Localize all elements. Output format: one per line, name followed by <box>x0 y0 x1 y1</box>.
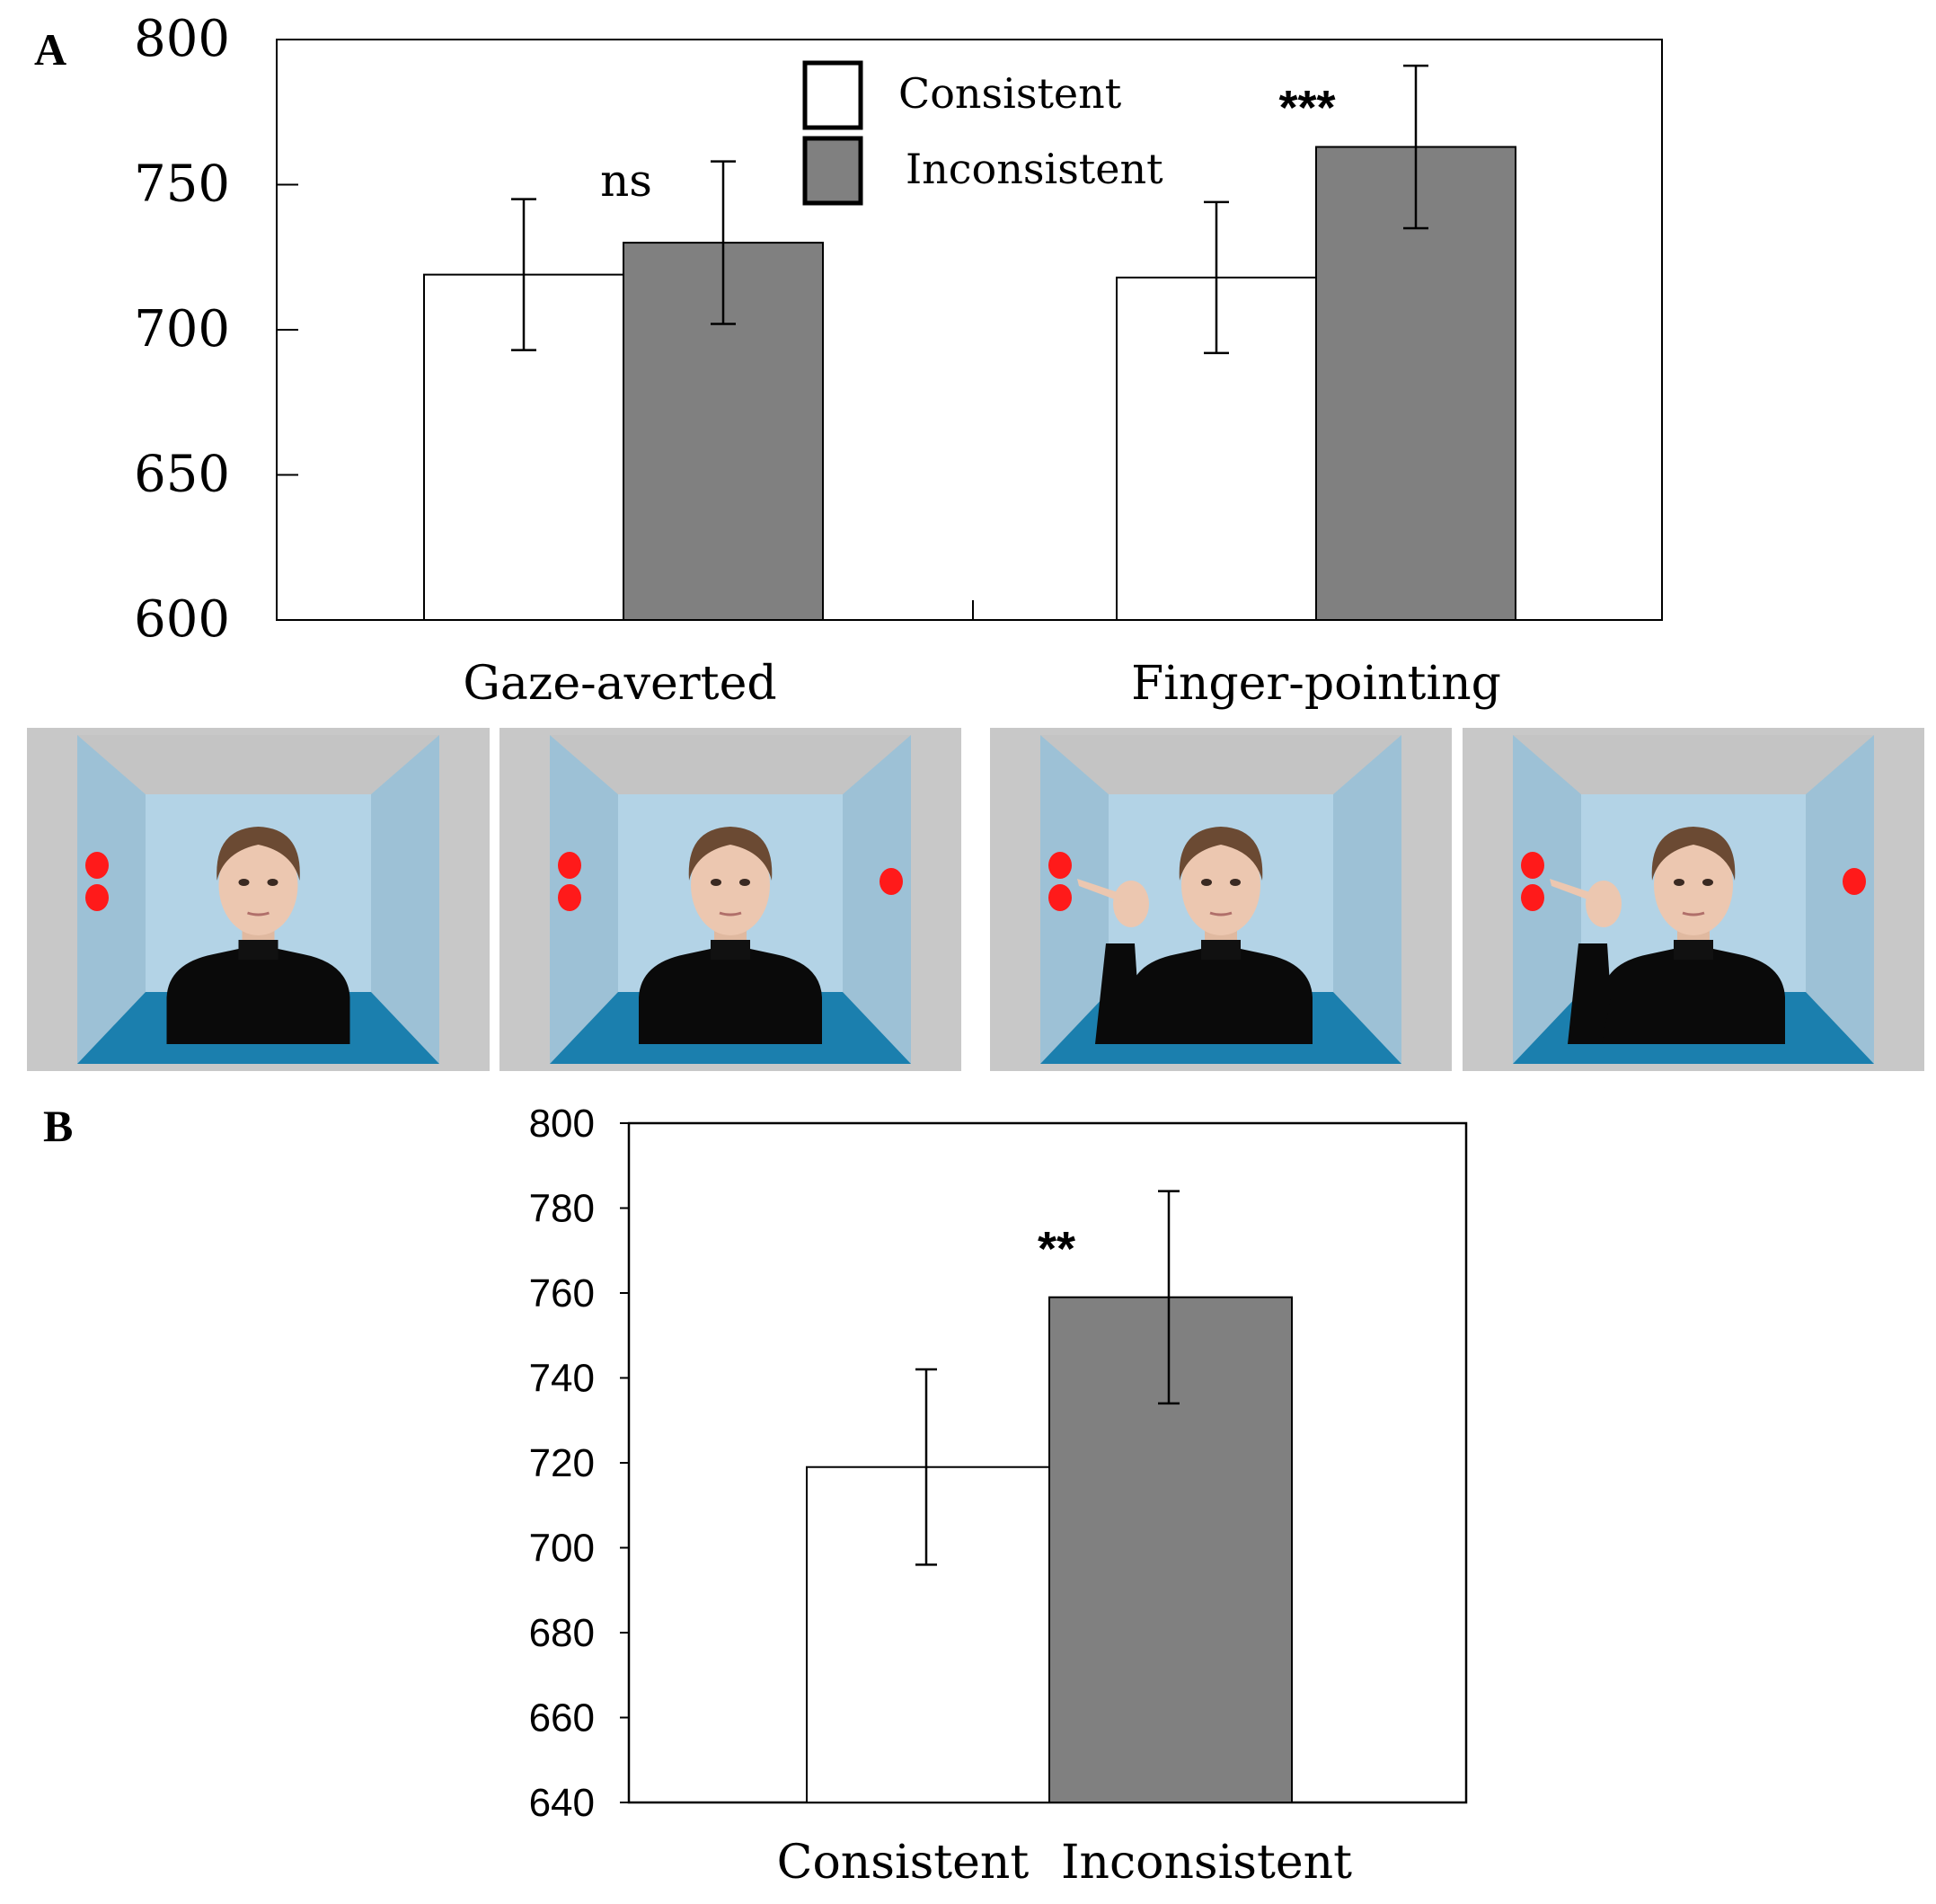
panel-label-a: A <box>34 24 66 75</box>
room-ceiling <box>77 735 439 794</box>
y-tick-label-b: 680 <box>529 1611 595 1655</box>
stimulus-images <box>27 728 1924 1071</box>
person-hair <box>217 827 300 881</box>
legend-swatch-inconsistent <box>802 136 863 206</box>
room-right-wall <box>1333 735 1401 1064</box>
annotation-stars-a: *** <box>1278 81 1335 135</box>
x-category-label-b-consistent: Consistent <box>777 1836 1030 1890</box>
target-dot-right <box>1843 868 1866 895</box>
person-eye-left <box>238 879 250 886</box>
room-ceiling <box>1513 735 1874 794</box>
person-eye-left <box>1674 879 1684 886</box>
target-dot <box>1048 884 1072 911</box>
y-tick-label-b: 800 <box>529 1102 595 1146</box>
person-face <box>1654 835 1733 935</box>
person-eye-left <box>1201 879 1212 886</box>
stimulus-image-finger-pointing-left <box>990 728 1452 1071</box>
person-body <box>166 949 350 1044</box>
person-face <box>1181 835 1260 935</box>
y-tick-label-b: 760 <box>529 1271 595 1315</box>
room-left-wall <box>77 735 146 1064</box>
chart-a: 600 650 700 750 800 Gaze-averted Finger-pointi… <box>134 10 1663 711</box>
annotation-stars-b: ** <box>1038 1222 1075 1276</box>
legend-swatch-consistent <box>802 60 863 130</box>
person-raised-arm <box>1568 943 1611 1044</box>
person-hair <box>688 827 773 881</box>
y-tick-label-a: 800 <box>134 10 230 68</box>
room-right-wall <box>1806 735 1874 1064</box>
person-hand <box>1586 881 1622 927</box>
target-dot <box>558 884 581 911</box>
person-body <box>639 949 822 1044</box>
person-body <box>1129 949 1313 1044</box>
person-hair <box>1651 827 1736 881</box>
room-left-wall <box>1513 735 1581 1064</box>
room-left-wall <box>550 735 618 1064</box>
panel-label-b: B <box>43 1101 73 1151</box>
person-raised-arm <box>1095 943 1138 1044</box>
y-tick-label-a: 600 <box>134 590 230 649</box>
legend-label-inconsistent: Inconsistent <box>906 145 1163 193</box>
y-tick-label-b: 640 <box>529 1781 595 1825</box>
y-tick-label-a: 650 <box>134 446 230 504</box>
x-category-label-b-inconsistent: Inconsistent <box>1061 1836 1352 1890</box>
person-eye-left <box>711 879 721 886</box>
target-dot <box>1048 852 1072 879</box>
target-dot-right <box>880 868 903 895</box>
person-collar <box>711 940 750 960</box>
person-eye-right <box>1230 879 1241 886</box>
stimulus-image-gaze-averted-right <box>499 728 961 1071</box>
person-mouth <box>1682 911 1705 917</box>
room-right-wall <box>843 735 911 1064</box>
legend-label-consistent: Consistent <box>898 69 1122 118</box>
chart-b: 640 660 680 700 720 740 760 780 800 Consistent Inc… <box>529 1102 1468 1890</box>
person-collar <box>238 940 278 960</box>
room-ceiling <box>550 735 911 794</box>
person-pointing-finger <box>1550 879 1595 902</box>
person-eye-right <box>1702 879 1713 886</box>
person-eye-right <box>267 879 278 886</box>
y-tick-label-b: 700 <box>529 1527 595 1571</box>
bar-b-inconsistent <box>1048 1296 1293 1803</box>
person-body <box>1602 949 1785 1044</box>
target-dot <box>1521 884 1544 911</box>
person-mouth <box>247 911 270 917</box>
y-tick-label-b: 720 <box>529 1441 595 1485</box>
x-category-label-gaze-averted: Gaze-averted <box>463 657 776 711</box>
target-dot <box>1521 852 1544 879</box>
y-tick-label-b: 660 <box>529 1696 595 1740</box>
y-tick-label-b: 740 <box>529 1357 595 1401</box>
annotation-ns: ns <box>600 155 652 207</box>
room-right-wall <box>371 735 439 1064</box>
person-collar <box>1201 940 1241 960</box>
person-pointing-finger <box>1077 879 1122 902</box>
target-dot <box>558 852 581 879</box>
person-hand <box>1113 881 1149 927</box>
x-category-label-finger-pointing: Finger-pointing <box>1131 657 1501 711</box>
y-tick-label-b: 780 <box>529 1187 595 1231</box>
room-ceiling <box>1040 735 1401 794</box>
target-dot <box>85 852 109 879</box>
person-eye-right <box>739 879 750 886</box>
bar-b-consistent <box>806 1466 1050 1803</box>
person-mouth <box>1209 911 1233 917</box>
room-left-wall <box>1040 735 1109 1064</box>
person-collar <box>1674 940 1713 960</box>
stimulus-image-finger-pointing-right <box>1463 728 1924 1071</box>
person-face <box>218 835 298 935</box>
y-tick-label-a: 750 <box>134 155 230 214</box>
stimulus-image-gaze-averted-left <box>27 728 490 1071</box>
target-dot <box>85 884 109 911</box>
person-mouth <box>719 911 742 917</box>
person-hair <box>1179 827 1263 881</box>
person-face <box>691 835 770 935</box>
y-tick-label-a: 700 <box>134 300 230 359</box>
